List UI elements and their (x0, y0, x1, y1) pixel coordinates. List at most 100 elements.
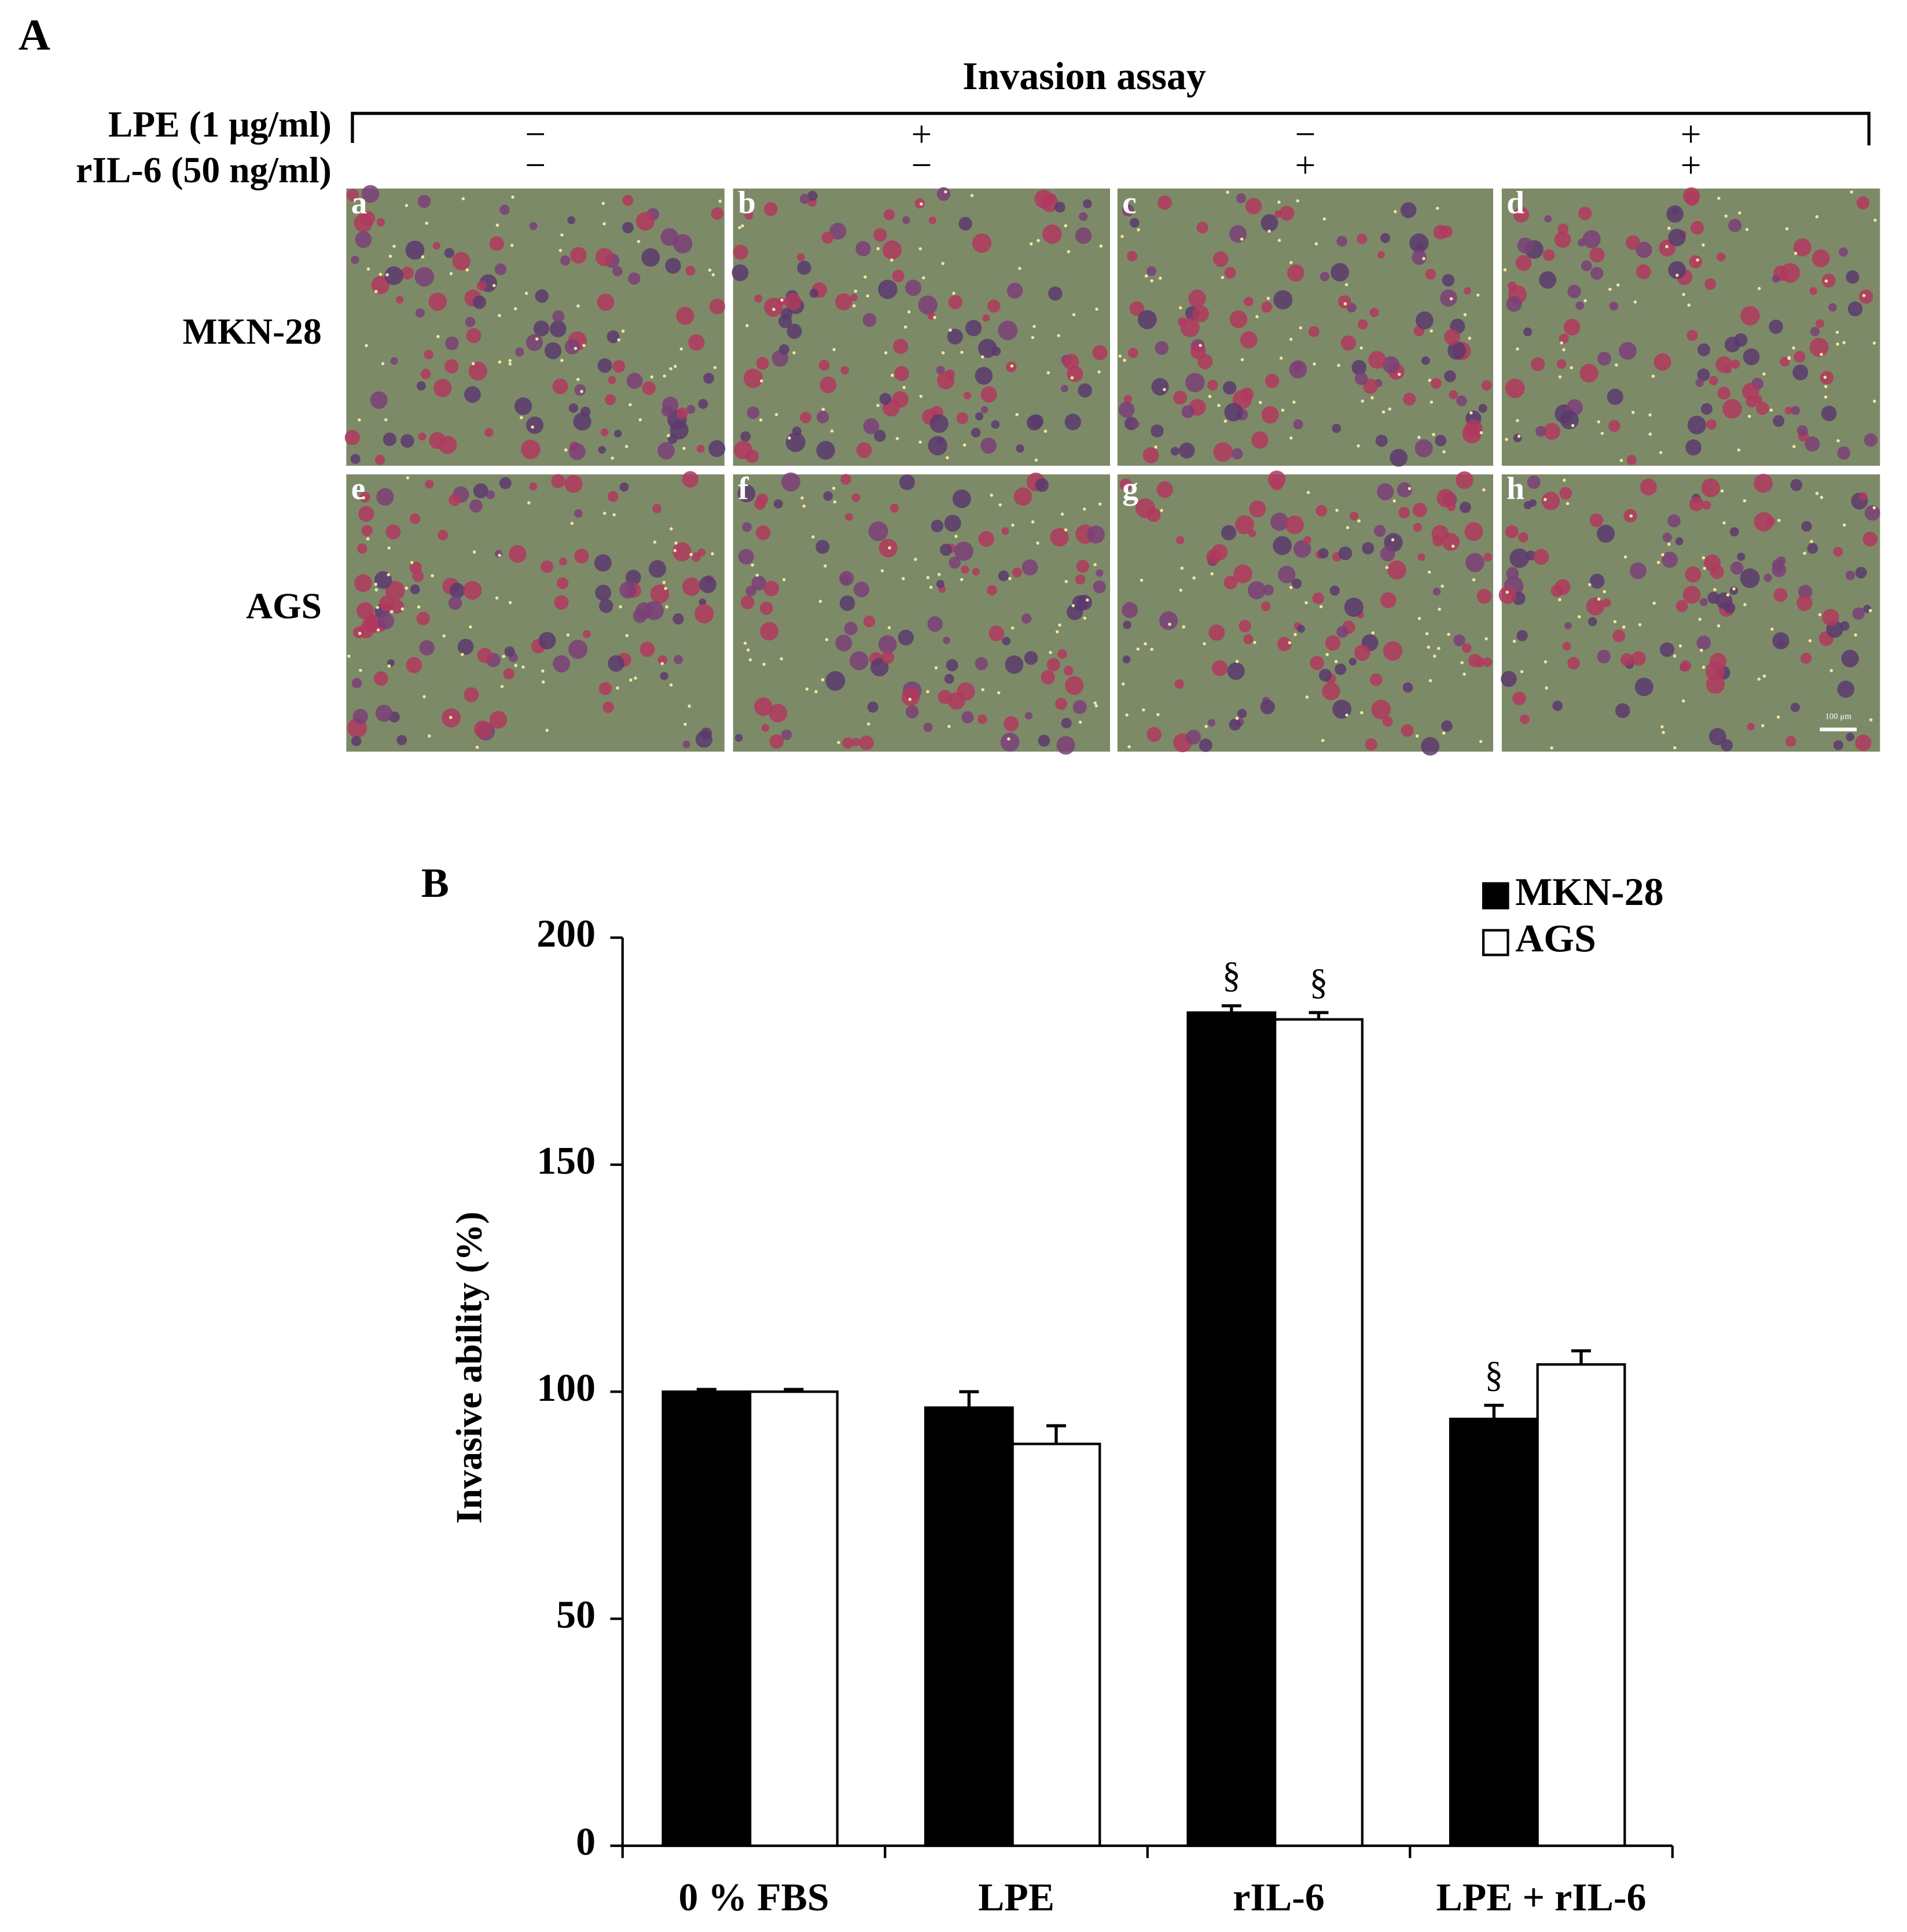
cell (800, 411, 812, 424)
pore (1872, 341, 1876, 345)
cell (1840, 621, 1850, 631)
cell (452, 252, 471, 271)
pore (670, 527, 673, 531)
cell (1567, 657, 1580, 670)
cell (1061, 717, 1072, 728)
cell (816, 411, 829, 424)
cell (1122, 602, 1138, 619)
pore (952, 292, 956, 295)
pore (1722, 521, 1726, 525)
cell (1432, 587, 1441, 596)
pore (1702, 243, 1705, 247)
pore (1085, 598, 1089, 602)
cell (1460, 501, 1471, 513)
cell (1626, 235, 1641, 250)
cell (1336, 625, 1349, 638)
cell (835, 293, 853, 311)
pore (1289, 436, 1293, 440)
pore (1098, 502, 1102, 506)
cell (898, 630, 914, 646)
pore (800, 496, 804, 500)
cell (862, 313, 877, 327)
cell (905, 705, 919, 719)
pore (1070, 376, 1074, 380)
image-letter: c (1122, 185, 1136, 220)
cell (1063, 665, 1074, 676)
cell (361, 525, 373, 536)
cell (570, 246, 587, 264)
cell (1092, 345, 1108, 360)
cell (396, 296, 404, 304)
cell (751, 575, 766, 591)
pore (471, 362, 475, 366)
pore (1043, 429, 1048, 433)
pore (1235, 716, 1239, 720)
pore (914, 557, 917, 561)
pore (1037, 238, 1040, 242)
pore (1199, 344, 1202, 347)
cell (1079, 212, 1088, 221)
cell (867, 701, 879, 713)
cell (682, 740, 690, 749)
cell (1754, 511, 1774, 532)
pore (1622, 625, 1626, 629)
cell (494, 263, 507, 275)
cell (1810, 326, 1820, 336)
pore (1082, 507, 1086, 511)
pore (1616, 283, 1620, 287)
pore (908, 697, 912, 701)
cell (1772, 562, 1787, 577)
cell (982, 314, 990, 322)
cell (787, 323, 802, 339)
cell (1057, 649, 1067, 659)
pore (1192, 576, 1196, 580)
pore (1144, 274, 1148, 278)
pore (513, 307, 517, 311)
cell (1065, 676, 1084, 695)
pore (1150, 647, 1153, 652)
pore (1305, 601, 1308, 605)
cell (489, 236, 504, 251)
cell (1716, 252, 1726, 262)
pore (616, 686, 619, 690)
pore (465, 268, 469, 272)
cell (711, 207, 724, 220)
pore (376, 628, 380, 632)
pore (802, 504, 806, 508)
cell (642, 381, 656, 395)
cell (595, 584, 612, 601)
cell (661, 405, 673, 417)
cell (1498, 586, 1517, 604)
cell (769, 704, 788, 723)
pore (461, 197, 465, 201)
bar (1186, 1011, 1277, 1848)
cell (1506, 567, 1519, 580)
pore (760, 379, 763, 383)
cell (859, 735, 874, 750)
cell (1517, 237, 1534, 254)
cell (1390, 448, 1408, 467)
cell (1075, 574, 1086, 585)
cell (874, 429, 886, 442)
pore (1451, 544, 1455, 548)
pore (1702, 556, 1706, 560)
pore (1217, 403, 1221, 407)
cell (821, 231, 834, 244)
bar (1536, 1363, 1626, 1848)
cell (544, 342, 562, 359)
cell (1512, 691, 1526, 705)
pore (1820, 495, 1824, 499)
x-tick-label: 0 % FBS (678, 1875, 829, 1919)
cell (818, 359, 830, 371)
cell (1654, 353, 1671, 371)
cell (1607, 388, 1623, 405)
cell (464, 386, 481, 403)
pore (888, 546, 891, 550)
cell (1730, 359, 1740, 369)
pore (1292, 400, 1296, 404)
micrograph (346, 471, 725, 752)
cell (733, 244, 748, 260)
cell (608, 655, 624, 672)
pore (918, 247, 922, 251)
cell (947, 692, 965, 710)
